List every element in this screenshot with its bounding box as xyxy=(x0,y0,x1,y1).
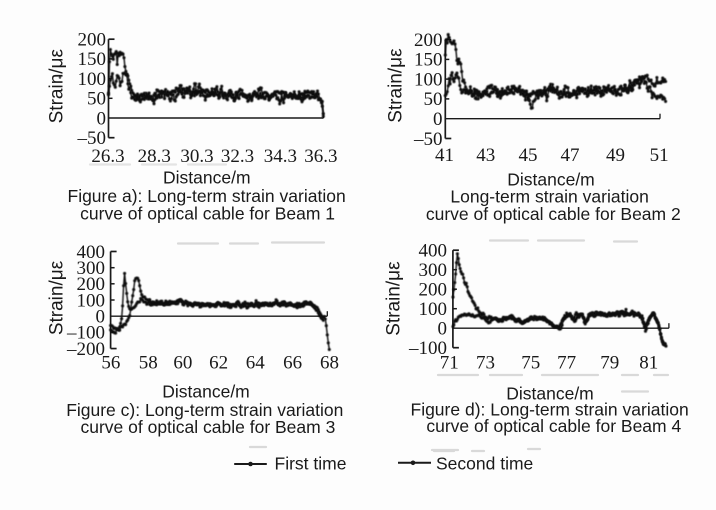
svg-text:0: 0 xyxy=(433,109,443,130)
svg-text:Strain/με: Strain/με xyxy=(384,261,405,336)
svg-text:75: 75 xyxy=(521,353,540,374)
svg-text:62: 62 xyxy=(209,353,228,374)
svg-text:60: 60 xyxy=(173,353,192,374)
svg-text:73: 73 xyxy=(476,353,495,374)
svg-text:68: 68 xyxy=(320,353,339,374)
svg-text:curve of optical cable for Bea: curve of optical cable for Beam 2 xyxy=(426,204,681,224)
svg-text:200: 200 xyxy=(78,30,107,51)
svg-text:100: 100 xyxy=(78,69,107,90)
svg-text:curve of optical cable for Bea: curve of optical cable for Beam 4 xyxy=(426,416,681,436)
svg-text:400: 400 xyxy=(419,241,448,262)
svg-text:49: 49 xyxy=(606,145,625,166)
svg-text:64: 64 xyxy=(246,353,266,374)
svg-text:Strain/με: Strain/με xyxy=(46,260,67,335)
svg-text:–200: –200 xyxy=(66,339,105,360)
svg-text:58: 58 xyxy=(139,353,158,374)
svg-text:77: 77 xyxy=(557,353,576,374)
svg-text:Figure c): Long-term strain va: Figure c): Long-term strain variation xyxy=(66,400,343,420)
svg-text:30.3: 30.3 xyxy=(180,146,213,167)
svg-text:43: 43 xyxy=(476,145,495,166)
svg-text:32.3: 32.3 xyxy=(221,146,254,167)
svg-text:–100: –100 xyxy=(408,338,447,359)
svg-text:200: 200 xyxy=(77,274,106,295)
svg-text:curve of optical cable for Bea: curve of optical cable for Beam 1 xyxy=(80,204,335,224)
svg-text:–100: –100 xyxy=(66,323,105,344)
svg-text:400: 400 xyxy=(77,242,106,263)
svg-text:150: 150 xyxy=(414,50,443,71)
svg-text:Distance/m: Distance/m xyxy=(163,167,251,187)
svg-text:56: 56 xyxy=(101,353,120,374)
svg-text:71: 71 xyxy=(440,353,459,374)
svg-text:100: 100 xyxy=(419,299,448,320)
svg-text:36.3: 36.3 xyxy=(304,146,337,167)
svg-text:47: 47 xyxy=(561,145,580,166)
svg-text:Distance/m: Distance/m xyxy=(162,382,250,402)
svg-text:Figure d): Long-term strain va: Figure d): Long-term strain variation xyxy=(411,399,689,419)
svg-text:50: 50 xyxy=(87,89,106,110)
svg-text:Strain/με: Strain/με xyxy=(386,48,407,123)
svg-text:26.3: 26.3 xyxy=(91,146,124,167)
svg-text:34.3: 34.3 xyxy=(264,146,297,167)
svg-text:Strain/με: Strain/με xyxy=(46,49,67,124)
svg-text:150: 150 xyxy=(78,49,107,70)
svg-text:50: 50 xyxy=(424,89,443,110)
svg-text:300: 300 xyxy=(77,258,106,279)
svg-text:–50: –50 xyxy=(77,128,107,149)
svg-text:Distance/m: Distance/m xyxy=(507,170,595,190)
svg-text:100: 100 xyxy=(77,290,106,311)
svg-text:curve of optical cable for Bea: curve of optical cable for Beam 3 xyxy=(80,417,335,437)
svg-text:First time: First time xyxy=(275,454,347,474)
svg-text:28.3: 28.3 xyxy=(138,146,171,167)
svg-text:0: 0 xyxy=(97,108,107,129)
svg-text:79: 79 xyxy=(600,353,619,374)
svg-text:41: 41 xyxy=(435,145,454,166)
svg-text:0: 0 xyxy=(438,319,448,340)
svg-text:81: 81 xyxy=(639,353,658,374)
svg-text:Long-term strain variation: Long-term strain variation xyxy=(450,187,648,207)
svg-text:45: 45 xyxy=(519,145,538,166)
svg-text:200: 200 xyxy=(419,280,448,301)
svg-text:Figure a): Long-term strain va: Figure a): Long-term strain variation xyxy=(68,186,346,206)
svg-text:Distance/m: Distance/m xyxy=(506,384,594,404)
svg-text:66: 66 xyxy=(283,353,302,374)
svg-text:0: 0 xyxy=(96,307,106,328)
svg-text:200: 200 xyxy=(414,30,443,51)
svg-text:51: 51 xyxy=(650,145,669,166)
svg-text:300: 300 xyxy=(419,260,448,281)
svg-text:100: 100 xyxy=(414,69,443,90)
svg-text:–50: –50 xyxy=(413,129,443,150)
svg-text:Second time: Second time xyxy=(436,453,533,473)
